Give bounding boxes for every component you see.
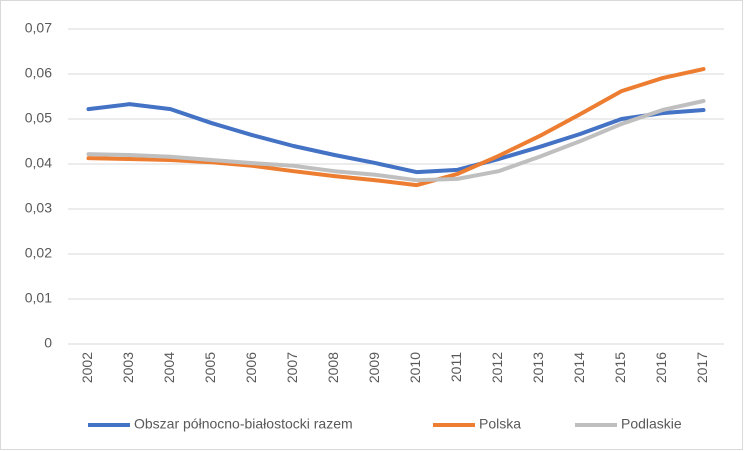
x-tick-label: 2002 (79, 352, 95, 383)
y-tick-label: 0,05 (25, 110, 52, 126)
x-tick-label: 2007 (284, 352, 300, 383)
x-tick-label: 2014 (571, 352, 587, 383)
x-tick-label: 2006 (243, 352, 259, 383)
series-line (86, 99, 706, 183)
y-tick-label: 0,06 (25, 65, 52, 81)
x-tick-label: 2005 (202, 352, 218, 383)
y-tick-label: 0 (44, 335, 52, 351)
legend-label: Polska (479, 416, 521, 432)
x-tick-label: 2012 (489, 352, 505, 383)
x-tick-label: 2017 (694, 352, 710, 383)
series-line (86, 67, 706, 188)
x-tick-label: 2015 (612, 352, 628, 383)
x-tick-label: 2011 (448, 352, 464, 382)
legend-label: Obszar północno-białostocki razem (134, 416, 353, 432)
x-tick-label: 2010 (407, 352, 423, 383)
x-tick-label: 2013 (530, 352, 546, 383)
x-tick-label: 2009 (366, 352, 382, 383)
legend-label: Podlaskie (621, 416, 682, 432)
y-tick-label: 0,07 (25, 20, 52, 36)
x-tick-label: 2016 (653, 352, 669, 383)
y-tick-label: 0,02 (25, 245, 52, 261)
x-tick-label: 2003 (120, 352, 136, 383)
y-tick-label: 0,01 (25, 290, 52, 306)
y-tick-label: 0,04 (25, 155, 52, 171)
x-tick-label: 2004 (161, 352, 177, 383)
y-tick-label: 0,03 (25, 200, 52, 216)
series-line (86, 102, 706, 175)
x-tick-label: 2008 (325, 352, 341, 383)
